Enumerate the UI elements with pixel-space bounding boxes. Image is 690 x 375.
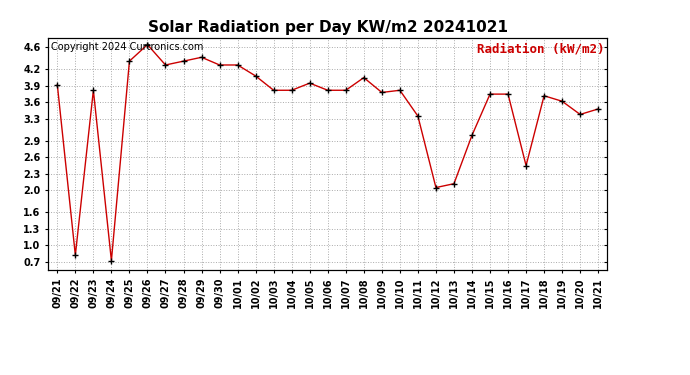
Title: Solar Radiation per Day KW/m2 20241021: Solar Radiation per Day KW/m2 20241021 (148, 20, 508, 35)
Text: Radiation (kW/m2): Radiation (kW/m2) (477, 42, 604, 55)
Text: Copyright 2024 Curtronics.com: Copyright 2024 Curtronics.com (51, 42, 204, 52)
